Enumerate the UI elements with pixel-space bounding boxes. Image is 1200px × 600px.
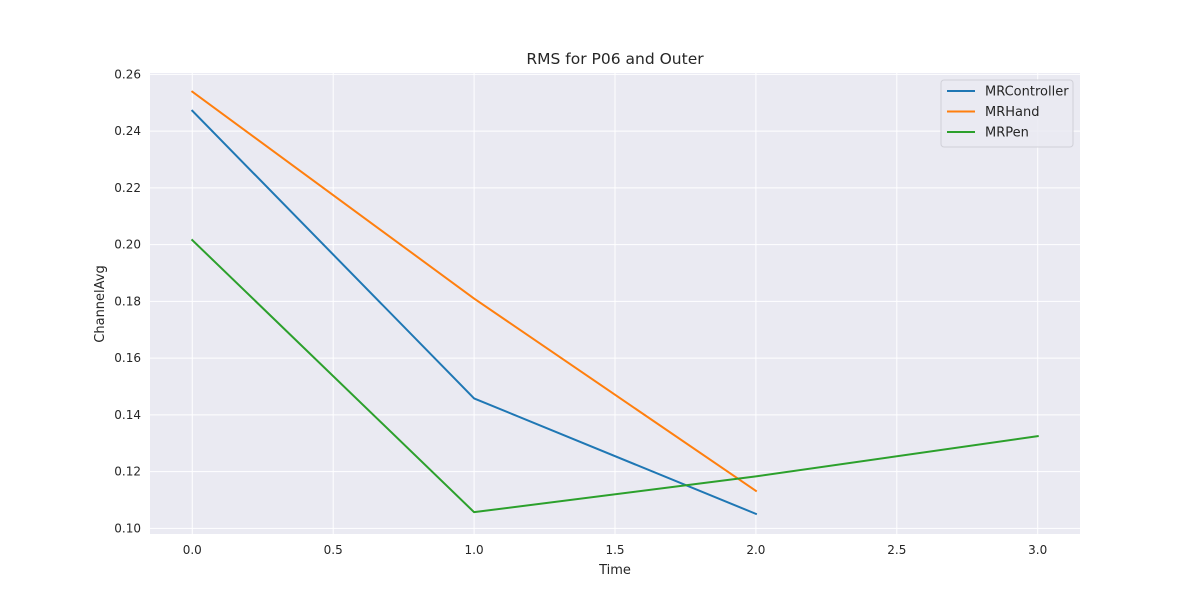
y-tick-label: 0.24: [114, 124, 141, 138]
y-tick-label: 0.18: [114, 294, 141, 308]
y-tick-label: 0.14: [114, 408, 141, 422]
legend-label-mrcontroller: MRController: [985, 85, 1069, 100]
y-axis-ticks: 0.10 0.12 0.14 0.16 0.18 0.20 0.22 0.24 0.26: [114, 67, 141, 535]
legend: MRController MRHand MRPen: [940, 79, 1074, 148]
legend-box: [940, 79, 1074, 148]
y-tick-label: 0.22: [114, 181, 141, 195]
y-axis-title: ChannelAvg: [93, 265, 108, 342]
series-line-mrcontroller: [190, 109, 758, 516]
grid-lines: [150, 73, 1080, 534]
y-tick-label: 0.16: [114, 351, 141, 365]
x-tick-label: 2.0: [746, 543, 765, 557]
x-tick-label: 3.0: [1028, 543, 1047, 557]
legend-label-mrhand: MRHand: [985, 105, 1039, 120]
y-tick-label: 0.12: [114, 465, 141, 479]
x-axis-title: Time: [598, 563, 631, 578]
x-tick-label: 1.5: [605, 543, 624, 557]
y-tick-label: 0.20: [114, 238, 141, 252]
x-axis-ticks: 0.0 0.5 1.0 1.5 2.0 2.5 3.0: [183, 543, 1048, 557]
series-lines: [190, 90, 1039, 516]
x-tick-label: 0.0: [183, 543, 202, 557]
x-tick-label: 0.5: [324, 543, 343, 557]
x-tick-label: 1.0: [465, 543, 484, 557]
legend-label-mrpen: MRPen: [985, 126, 1029, 141]
x-tick-label: 2.5: [887, 543, 906, 557]
y-tick-label: 0.10: [114, 521, 141, 535]
y-tick-label: 0.26: [114, 67, 141, 81]
series-line-mrpen: [190, 238, 1039, 514]
series-line-mrhand: [190, 90, 758, 493]
chart-title: RMS for P06 and Outer: [526, 50, 704, 68]
